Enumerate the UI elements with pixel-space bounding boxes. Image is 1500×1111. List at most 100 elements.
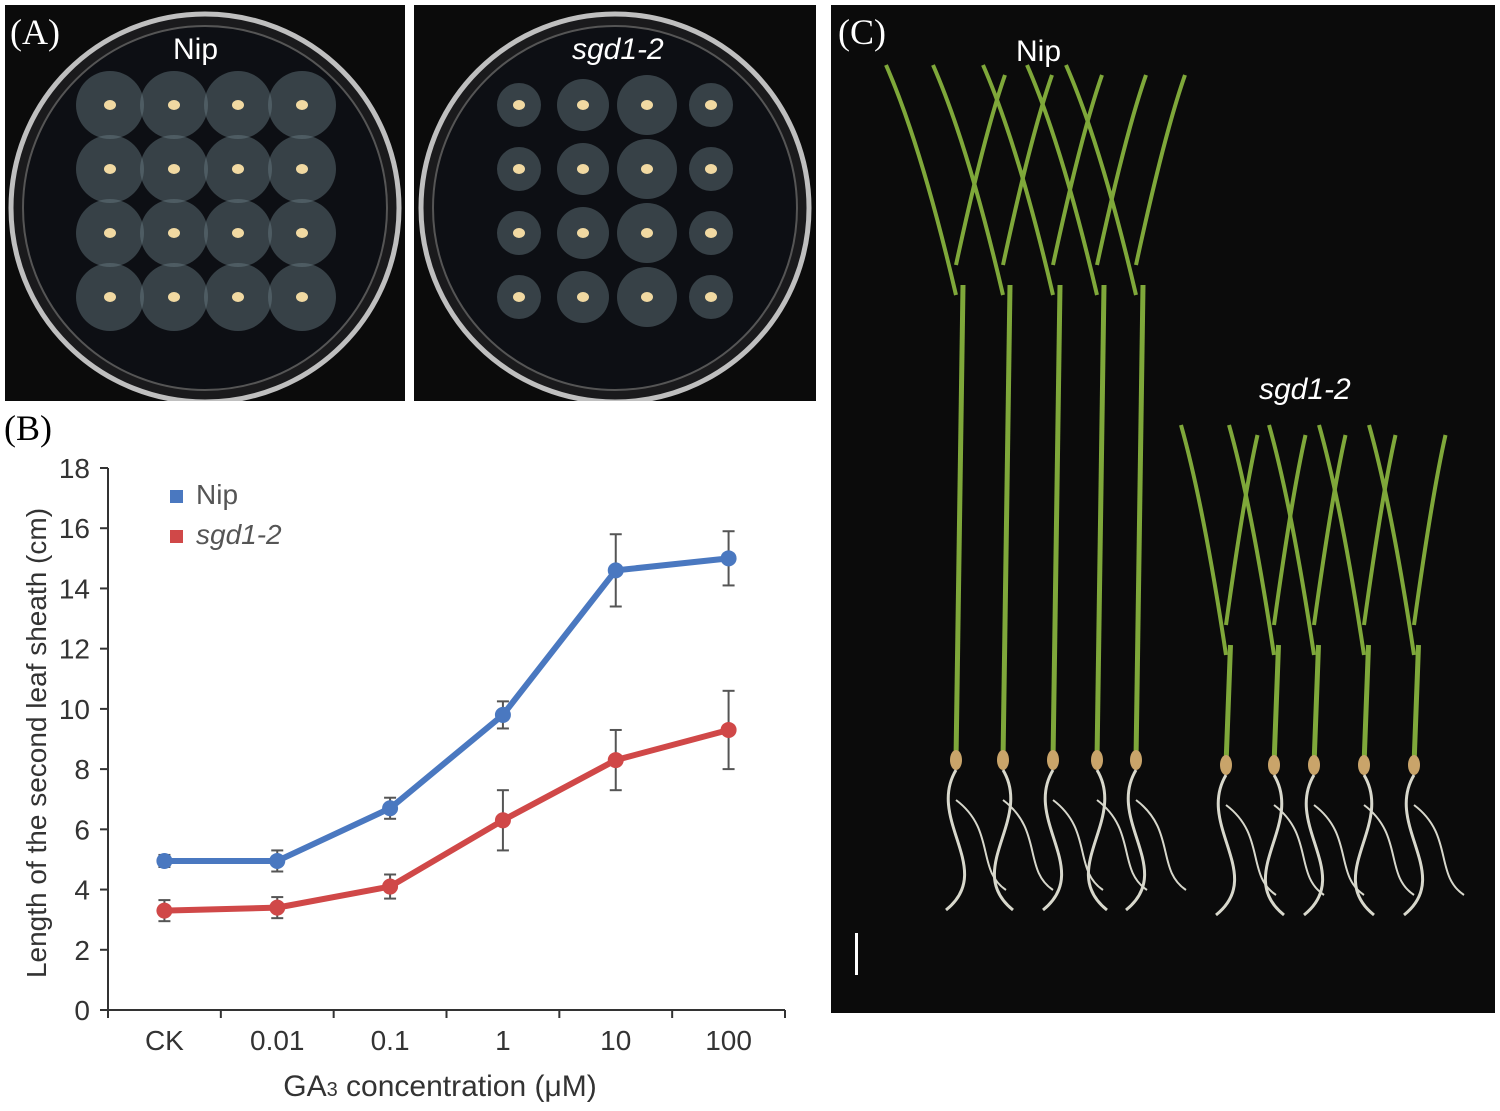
x-tick-label: 10 [600, 1025, 631, 1056]
y-tick-label: 18 [59, 453, 90, 484]
seed [296, 292, 308, 302]
seedling-leaf [1051, 74, 1104, 266]
seedling-leaf [931, 64, 1005, 296]
seed [232, 164, 244, 174]
seed [705, 228, 717, 238]
y-tick-label: 12 [59, 634, 90, 665]
seedling-root [992, 769, 1014, 912]
seedling-leaf [1025, 64, 1099, 296]
y-tick-label: 4 [74, 875, 90, 906]
seed [104, 100, 116, 110]
seed [705, 292, 717, 302]
seed [577, 164, 589, 174]
series-nip [156, 530, 737, 873]
seedling-root [945, 769, 967, 912]
chart-series-group [156, 530, 737, 923]
data-point [156, 902, 173, 919]
seedling-root [1135, 799, 1187, 891]
seedling-stem [1050, 284, 1063, 761]
seedling-leaf [1317, 424, 1366, 656]
seedling-leaf [1001, 74, 1054, 266]
seed [232, 100, 244, 110]
legend-label-nip: Nip [196, 479, 238, 510]
seedling [884, 64, 1007, 912]
x-axis-label-sub: 3 [327, 1079, 338, 1101]
seedling-leaf [1134, 74, 1187, 266]
x-tick-label: 100 [705, 1025, 752, 1056]
seedling-root [1273, 804, 1325, 896]
y-tick-label: 14 [59, 573, 90, 604]
seed [232, 292, 244, 302]
seedling-root [1042, 769, 1064, 912]
data-point [607, 562, 624, 579]
seedling-root [1225, 804, 1277, 896]
seedling [1227, 424, 1325, 917]
seedling-leaf [884, 64, 958, 296]
chart-legend: Nip sgd1-2 [170, 479, 282, 550]
seedling [931, 64, 1054, 912]
seedling-stem [1133, 284, 1146, 761]
seed [513, 164, 525, 174]
seedling-leaf [1224, 434, 1260, 626]
seedling-leaf [1362, 434, 1398, 626]
legend-label-sgd: sgd1-2 [196, 519, 282, 550]
seedling-seed [1091, 750, 1103, 770]
seedling-leaf [1312, 434, 1348, 626]
sheath-length-chart: 0 2 4 6 8 10 12 14 16 18 CK 0.01 0.1 1 10 100 Length of… [21, 453, 786, 1103]
seed [296, 100, 308, 110]
seedling-stem [953, 284, 966, 761]
seedlings-sgd-label: sgd1-2 [1259, 373, 1351, 406]
x-tick-label: 0.01 [250, 1025, 305, 1056]
y-tick-label: 0 [74, 995, 90, 1026]
seedling-stem [1223, 644, 1233, 766]
seed [513, 292, 525, 302]
seedling-seed [1130, 750, 1142, 770]
data-point [494, 812, 511, 829]
seedling-root [1403, 774, 1425, 917]
seedling-stem [1271, 644, 1281, 766]
data-point [720, 550, 737, 567]
chart-axes: 0 2 4 6 8 10 12 14 16 18 CK 0.01 0.1 1 10 100 [59, 453, 786, 1056]
seedling-stem [1411, 644, 1421, 766]
seedling-leaf [981, 64, 1055, 296]
scale-bar [855, 933, 858, 975]
seedlings-photo: Nip sgd1-2 [831, 5, 1495, 1013]
seed [577, 292, 589, 302]
seedling [1064, 64, 1187, 912]
seed [104, 292, 116, 302]
data-point [720, 721, 737, 738]
seedling-root [1125, 769, 1147, 912]
seedling [1025, 64, 1148, 912]
seed [513, 100, 525, 110]
seedling-seed [1358, 755, 1370, 775]
seedling-seed [1047, 750, 1059, 770]
seedling-seed [1308, 755, 1320, 775]
petri-dish-nip-drawing [8, 11, 402, 401]
seedlings-nip-label: Nip [1016, 35, 1062, 68]
dish-sgd-label: sgd1-2 [572, 33, 664, 66]
seedling-root [1413, 804, 1465, 896]
y-tick-label: 16 [59, 513, 90, 544]
y-tick-label: 2 [74, 935, 90, 966]
panel-b-letter: (B) [4, 408, 52, 448]
seed [232, 228, 244, 238]
legend-swatch-sgd [170, 530, 183, 543]
seed [104, 228, 116, 238]
x-axis-label: GA3 concentration (μM) [283, 1070, 597, 1103]
seedling-leaf [1267, 424, 1316, 656]
seedling-root [1303, 774, 1325, 917]
seedling-root [1363, 804, 1415, 896]
seed [577, 228, 589, 238]
data-point [607, 752, 624, 769]
y-axis-label: Length of the second leaf sheath (cm) [21, 508, 52, 978]
seed [641, 228, 653, 238]
data-point [269, 899, 286, 916]
seedling-leaf [954, 74, 1007, 266]
seed [296, 228, 308, 238]
petri-dish-sgd-drawing [418, 11, 812, 401]
y-tick-label: 8 [74, 754, 90, 785]
x-axis-label-prefix: GA [283, 1070, 326, 1103]
seedling-leaf [1095, 74, 1148, 266]
seedling-root [1086, 769, 1108, 912]
seed [296, 164, 308, 174]
